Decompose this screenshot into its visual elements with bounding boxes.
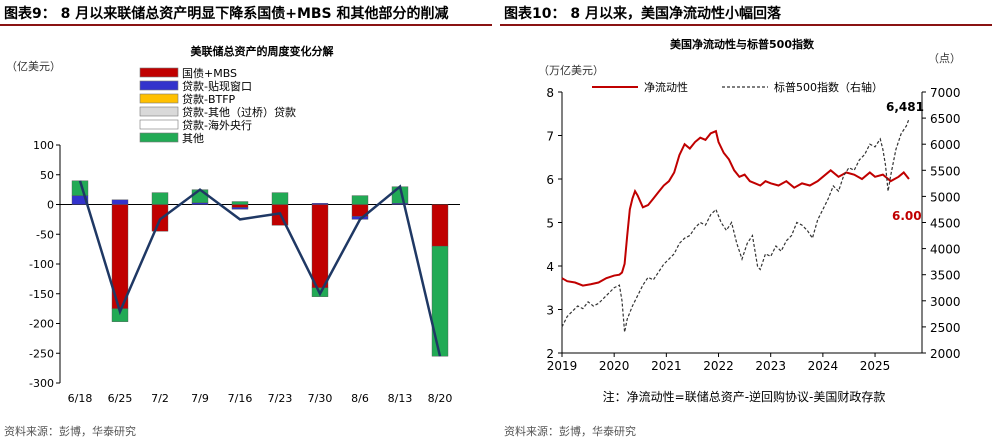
y-left-tick-label: 6 [546, 173, 554, 187]
y-left-tick-label: 7 [546, 130, 554, 144]
x-tick-label: 2022 [703, 359, 734, 373]
y-right-tick-label: 4500 [930, 217, 961, 231]
y-right-tick-label: 5500 [930, 164, 961, 178]
bar-segment [231, 207, 249, 210]
x-tick-label: 6/18 [68, 392, 93, 405]
title-rule [500, 24, 992, 26]
x-tick-label: 8/13 [388, 392, 413, 405]
y-left-tick-label: 8 [546, 86, 554, 100]
legend-label: 净流动性 [644, 80, 688, 94]
legend-label: 贷款-其他（过桥）贷款 [182, 105, 296, 119]
y-left-tick-label: 5 [546, 217, 554, 231]
bar-segment [231, 204, 249, 208]
x-tick-label: 8/20 [428, 392, 453, 405]
net-liquidity-line [561, 129, 910, 287]
bar-chart: 美联储总资产的周度变化分解 （亿美元） 100 50 0 -50 -100 -150 -200 -… [6, 44, 460, 405]
y-left-tick-label: 4 [546, 260, 554, 274]
x-tick-label: 2019 [547, 359, 578, 373]
legend-swatch [139, 80, 179, 91]
y-left-tick-label: 3 [546, 304, 554, 318]
y-right-axis-label: （点） [928, 52, 961, 65]
x-tick-label: 2023 [755, 359, 786, 373]
chart-title: 美国净流动性与标普500指数 [670, 37, 815, 51]
title-rule [0, 24, 492, 26]
y-left-axis-label: （万亿美元） [538, 64, 604, 77]
legend-swatch [139, 132, 179, 143]
total-line [78, 180, 442, 357]
x-tick-label: 7/30 [308, 392, 333, 405]
chart-title: 美联储总资产的周度变化分解 [191, 44, 334, 58]
y-right-tick-label: 4000 [930, 243, 961, 257]
y-right-tick-label: 3500 [930, 269, 961, 283]
y-right-tick-label: 5000 [930, 190, 961, 204]
legend-swatch [139, 67, 179, 78]
x-tick-label: 2025 [860, 359, 891, 373]
figure-title: 图表10： 8 月以来，美国净流动性小幅回落 [504, 6, 781, 22]
x-tick-label: 2024 [808, 359, 839, 373]
x-tick-label: 6/25 [108, 392, 133, 405]
bar-segment [311, 203, 329, 205]
net-liquidity-last-value: 6.00 [892, 209, 922, 223]
bar-segment [191, 202, 209, 205]
source-note: 资料来源：彭博，华泰研究 [504, 425, 636, 438]
source-note: 资料来源：彭博，华泰研究 [4, 425, 136, 438]
x-tick-label: 8/6 [351, 392, 369, 405]
y-right-tick-label: 6500 [930, 112, 961, 126]
left-figure: 图表9： 8 月以来联储总资产明显下降系国债+MBS 和其他部分的削减 美联储总… [0, 0, 492, 441]
bar-segment [431, 245, 449, 357]
y-right-tick-label: 2000 [930, 347, 961, 361]
y-right-tick-label: 6000 [930, 138, 961, 152]
y-right-tick-label: 3000 [930, 295, 961, 309]
y-left-tick-label: 2 [546, 347, 554, 361]
legend-label: 标普500指数（右轴） [774, 80, 883, 94]
y-tick-label: -100 [29, 258, 54, 271]
legend-label: 贷款-BTFP [182, 92, 236, 106]
legend-swatch [139, 119, 179, 130]
legend-label: 其他 [182, 132, 204, 145]
y-tick-label: -200 [29, 318, 54, 331]
x-tick-label: 7/9 [191, 392, 209, 405]
legend-label: 贷款-海外央行 [182, 118, 252, 132]
y-right-tick-label: 7000 [930, 86, 961, 100]
x-tick-label: 2021 [651, 359, 682, 373]
bar-segment [191, 189, 209, 203]
y-tick-label: -150 [29, 288, 54, 301]
figure-title: 图表9： 8 月以来联储总资产明显下降系国债+MBS 和其他部分的削减 [4, 6, 449, 22]
bar-segment [111, 199, 129, 205]
y-tick-label: -50 [36, 228, 54, 241]
y-tick-label: 50 [40, 169, 54, 182]
x-tick-label: 2020 [599, 359, 630, 373]
bar-segment [231, 201, 249, 205]
bar-segment [351, 195, 369, 205]
bar-segment [271, 192, 289, 205]
y-tick-label: 100 [33, 139, 54, 152]
y-right-tick-label: 2500 [930, 321, 961, 335]
bar-segment [311, 204, 329, 289]
legend-swatch [139, 106, 179, 117]
sp500-last-value: 6,481 [886, 100, 924, 114]
right-figure: 图表10： 8 月以来，美国净流动性小幅回落 美国净流动性与标普500指数 （万亿… [500, 0, 992, 441]
y-tick-label: 0 [47, 199, 54, 212]
sp500-line [561, 118, 910, 333]
bar-segment [431, 204, 449, 247]
x-tick-label: 7/23 [268, 392, 293, 405]
x-tick-label: 7/2 [151, 392, 169, 405]
y-tick-label: -250 [29, 347, 54, 360]
legend-label: 国债+MBS [182, 66, 237, 80]
y-tick-label: -300 [29, 377, 54, 390]
legend-label: 贷款-贴现窗口 [182, 79, 252, 93]
x-tick-label: 7/16 [228, 392, 253, 405]
line-chart: 美国净流动性与标普500指数 （万亿美元） （点） 2 3 4 5 6 7 8 2000 2500 30… [538, 37, 961, 404]
bar-segment [151, 192, 169, 205]
legend-swatch [139, 93, 179, 104]
y-axis-label: （亿美元） [6, 60, 61, 73]
chart-note: 注：净流动性=联储总资产-逆回购协议-美国财政存款 [603, 389, 886, 404]
